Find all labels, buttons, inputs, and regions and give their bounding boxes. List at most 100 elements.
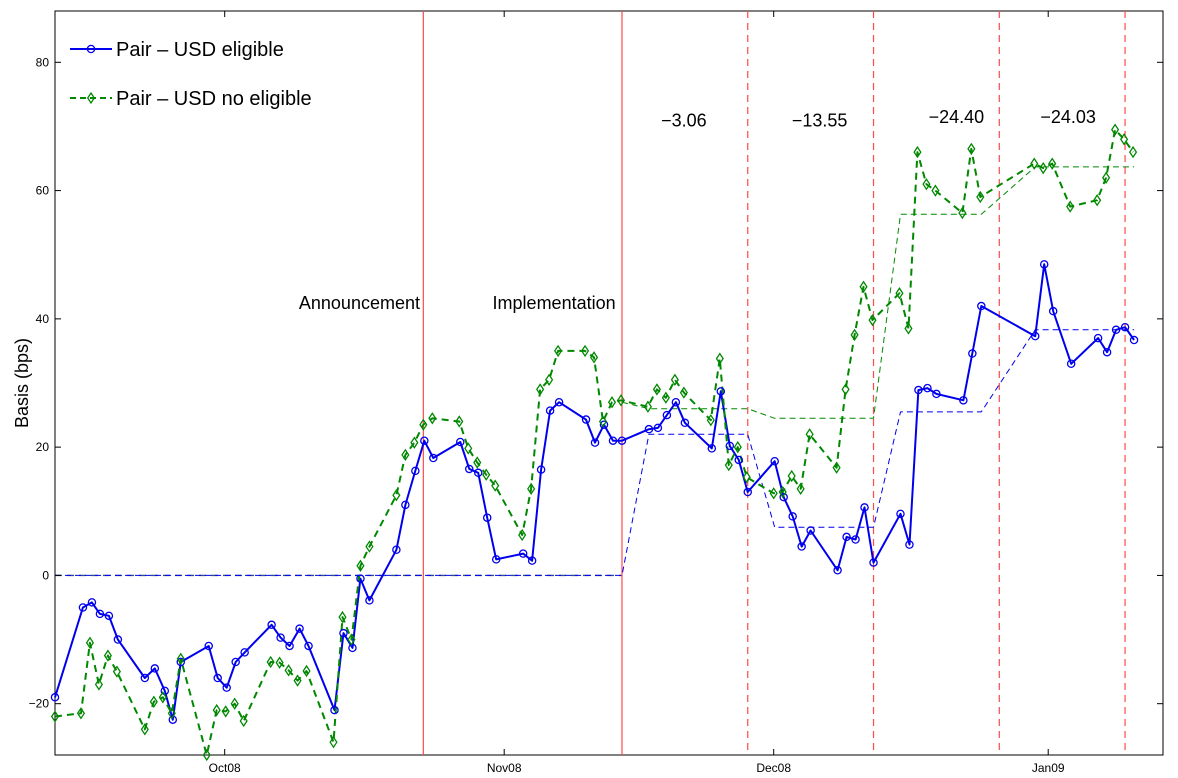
data-point-circle	[545, 406, 555, 415]
data-point-diamond	[545, 373, 554, 386]
legend-marker-circle	[86, 44, 96, 54]
data-point-diamond	[868, 313, 877, 327]
data-point-circle	[456, 437, 465, 447]
chart-annotation: Announcement	[299, 293, 420, 313]
data-point-circle	[356, 574, 365, 583]
data-point-diamond	[742, 471, 751, 484]
chart-annotation: −13.55	[792, 110, 848, 130]
data-point-circle	[285, 641, 294, 651]
x-tick-label: Jan09	[1032, 761, 1065, 775]
data-point-diamond	[850, 328, 859, 342]
data-point-circle	[599, 420, 609, 429]
series-markers	[50, 123, 1139, 762]
legend: Pair – USD eligible Pair – USD no eligibl…	[70, 39, 312, 110]
data-point-diamond	[50, 710, 60, 723]
data-point-diamond	[266, 655, 275, 669]
data-point-diamond	[212, 703, 221, 717]
data-point-circle	[1093, 333, 1103, 343]
chart-annotation: −3.06	[661, 110, 707, 130]
data-point-circle	[977, 301, 986, 311]
data-point-diamond	[239, 714, 248, 728]
data-point-circle	[617, 436, 627, 445]
data-point-diamond	[473, 456, 482, 469]
data-point-circle	[779, 492, 788, 502]
data-point-diamond	[1111, 123, 1120, 136]
data-point-diamond	[841, 383, 850, 396]
data-point-circle	[420, 436, 429, 445]
data-point-circle	[87, 598, 97, 607]
data-point-diamond	[1128, 145, 1138, 159]
data-point-circle	[392, 545, 401, 555]
data-point-circle	[222, 683, 231, 692]
data-point-diamond	[895, 287, 904, 300]
data-point-diamond	[652, 383, 661, 396]
data-point-diamond	[607, 396, 617, 409]
data-point-diamond	[149, 695, 158, 708]
data-point-circle	[231, 657, 240, 667]
data-point-diamond	[922, 177, 931, 191]
series-line-1	[54, 128, 1134, 756]
data-point-circle	[491, 555, 501, 564]
data-point-diamond	[931, 184, 940, 197]
data-point-circle	[365, 596, 374, 605]
data-point-diamond	[482, 468, 491, 481]
data-point-circle	[295, 624, 304, 633]
data-point-circle	[905, 540, 914, 549]
data-point-diamond	[589, 351, 599, 364]
data-point-circle	[860, 503, 869, 512]
data-point-circle	[113, 635, 123, 644]
data-point-circle	[348, 643, 357, 653]
y-tick-label: 0	[42, 568, 49, 582]
data-point-diamond	[1119, 133, 1129, 146]
data-point-diamond	[616, 394, 626, 407]
data-point-circle	[806, 526, 815, 535]
data-point-circle	[330, 705, 339, 715]
data-point-diamond	[103, 649, 112, 662]
data-point-diamond	[230, 697, 239, 710]
data-point-circle	[932, 389, 941, 399]
data-point-circle	[78, 603, 88, 612]
data-point-circle	[851, 535, 860, 544]
data-point-circle	[527, 556, 537, 565]
data-point-circle	[1120, 322, 1130, 332]
data-point-circle	[240, 648, 249, 657]
data-point-circle	[869, 558, 878, 567]
data-point-circle	[725, 441, 735, 451]
plot-area	[54, 10, 1164, 756]
data-point-diamond	[419, 418, 428, 431]
step-mean-line-3	[621, 166, 1135, 419]
data-point-diamond	[221, 705, 230, 718]
data-point-circle	[482, 513, 492, 522]
data-point-circle	[914, 385, 923, 395]
data-point-diamond	[356, 559, 365, 572]
plot-frame	[54, 10, 1164, 756]
data-point-diamond	[1066, 200, 1075, 213]
y-tick-label: 60	[36, 184, 50, 198]
data-point-circle	[1066, 359, 1076, 369]
data-point-diamond	[661, 391, 670, 404]
data-point-circle	[518, 549, 528, 558]
data-point-circle	[896, 509, 905, 519]
data-point-diamond	[347, 633, 356, 646]
data-point-circle	[788, 512, 797, 521]
data-point-diamond	[1039, 161, 1048, 175]
data-point-diamond	[365, 540, 374, 553]
data-point-diamond	[428, 412, 437, 425]
chart-annotation: Implementation	[493, 293, 616, 313]
data-point-circle	[959, 396, 968, 405]
data-point-circle	[95, 609, 105, 619]
data-point-circle	[680, 418, 690, 428]
data-point-circle	[213, 673, 222, 683]
data-point-diamond	[455, 415, 464, 428]
data-point-diamond	[733, 440, 742, 454]
data-point-diamond	[293, 674, 302, 687]
x-tick-label: Dec08	[756, 761, 791, 775]
data-point-diamond	[598, 415, 608, 428]
data-point-circle	[671, 397, 681, 407]
data-point-circle	[797, 542, 806, 551]
data-point-diamond	[958, 206, 967, 220]
data-point-circle	[473, 468, 483, 478]
x-tick-label: Oct08	[209, 761, 241, 775]
chart-annotation: −24.03	[1040, 107, 1096, 127]
